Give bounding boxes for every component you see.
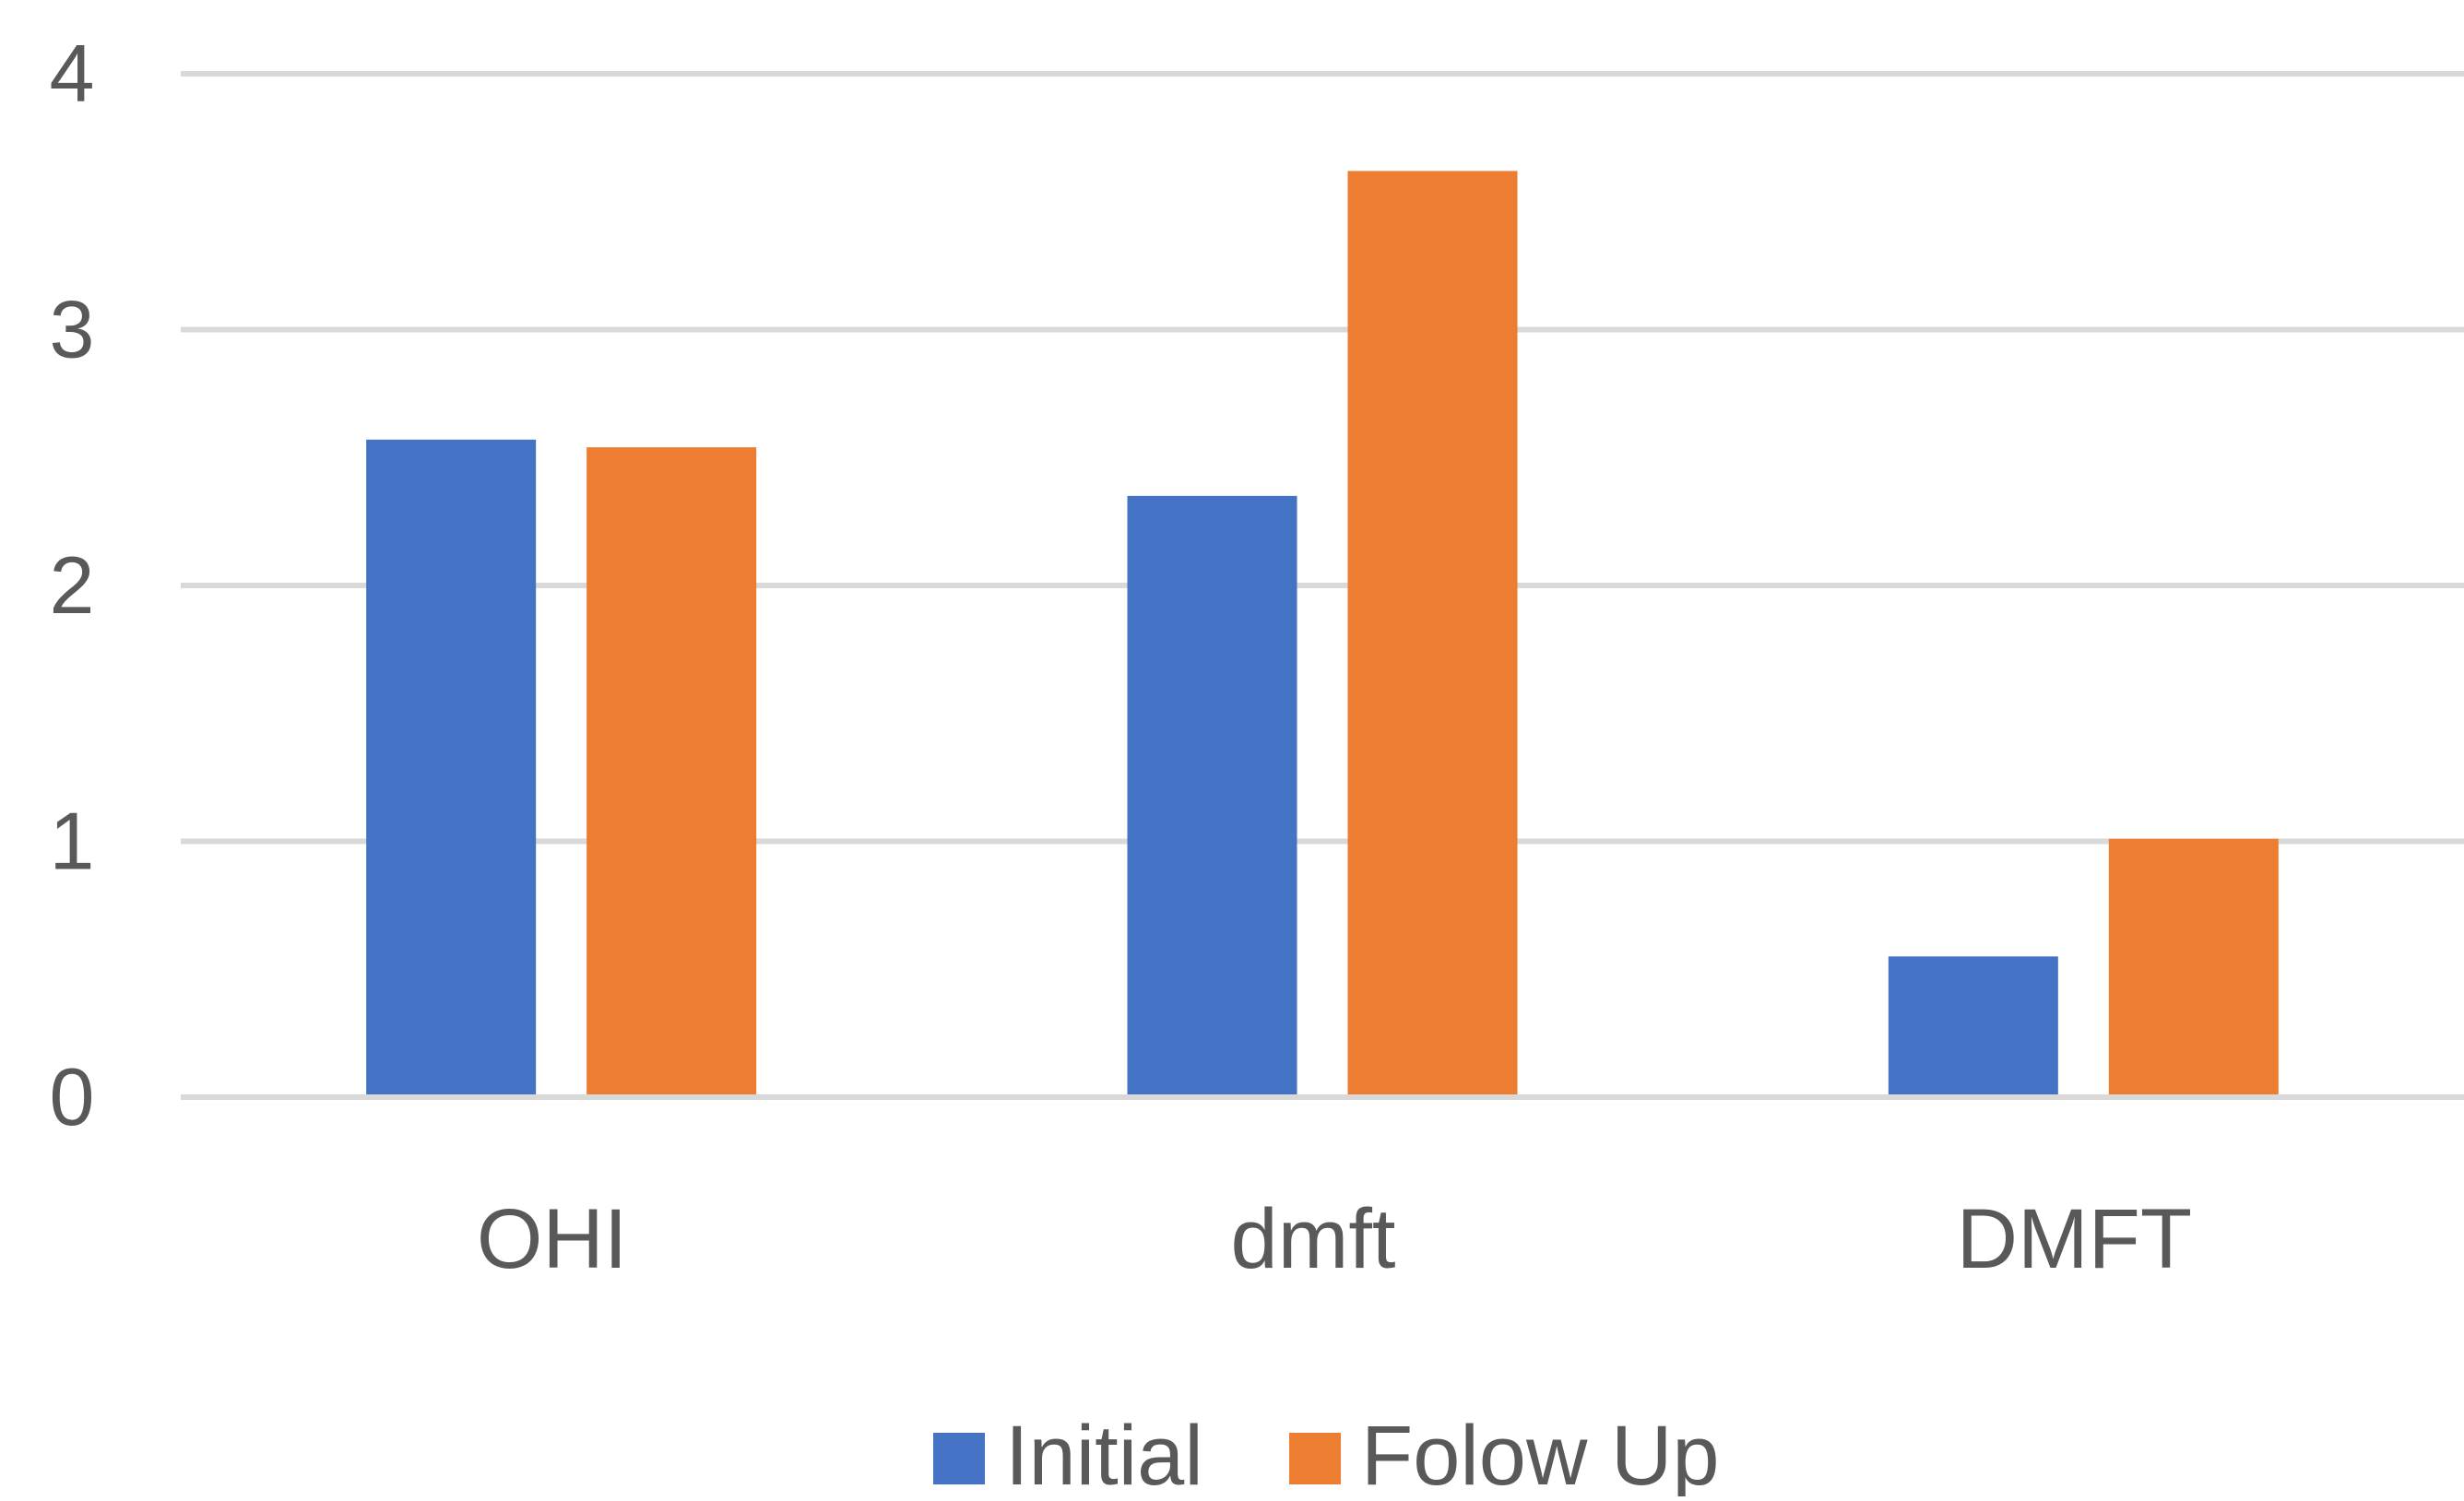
- legend-label: Initial: [1005, 1409, 1203, 1496]
- y-tick-label: 3: [50, 284, 95, 375]
- x-category-label: dmft: [1231, 1192, 1396, 1286]
- legend-item[interactable]: Initial: [933, 1409, 1203, 1501]
- bar-initial-dmft: [1127, 495, 1297, 1094]
- x-axis-category-labels: OHI dmft DMFT: [477, 1192, 2192, 1286]
- y-tick-label: 1: [50, 796, 95, 887]
- x-category-label: OHI: [477, 1192, 628, 1286]
- y-tick-label: 2: [50, 539, 95, 631]
- legend-swatch: [933, 1433, 985, 1484]
- legend-label: Folow Up: [1361, 1409, 1720, 1496]
- legend-item[interactable]: Folow Up: [1289, 1409, 1720, 1501]
- legend[interactable]: Initial Folow Up: [933, 1409, 1720, 1501]
- bars: [366, 171, 2279, 1094]
- bar-folow-up-dmft: [1347, 171, 1518, 1094]
- bar-initial-dmft: [1888, 956, 2058, 1094]
- legend-swatch: [1289, 1433, 1341, 1484]
- bar-folow-up-dmft: [2108, 838, 2279, 1094]
- x-category-label: DMFT: [1957, 1192, 2192, 1286]
- y-axis-tick-labels: 0 1 2 3 4: [50, 28, 95, 1142]
- bar-folow-up-ohi: [586, 447, 757, 1094]
- bar-initial-ohi: [366, 439, 537, 1094]
- gridlines: [181, 71, 2464, 1100]
- y-tick-label: 4: [50, 28, 95, 119]
- y-tick-label: 0: [50, 1051, 95, 1142]
